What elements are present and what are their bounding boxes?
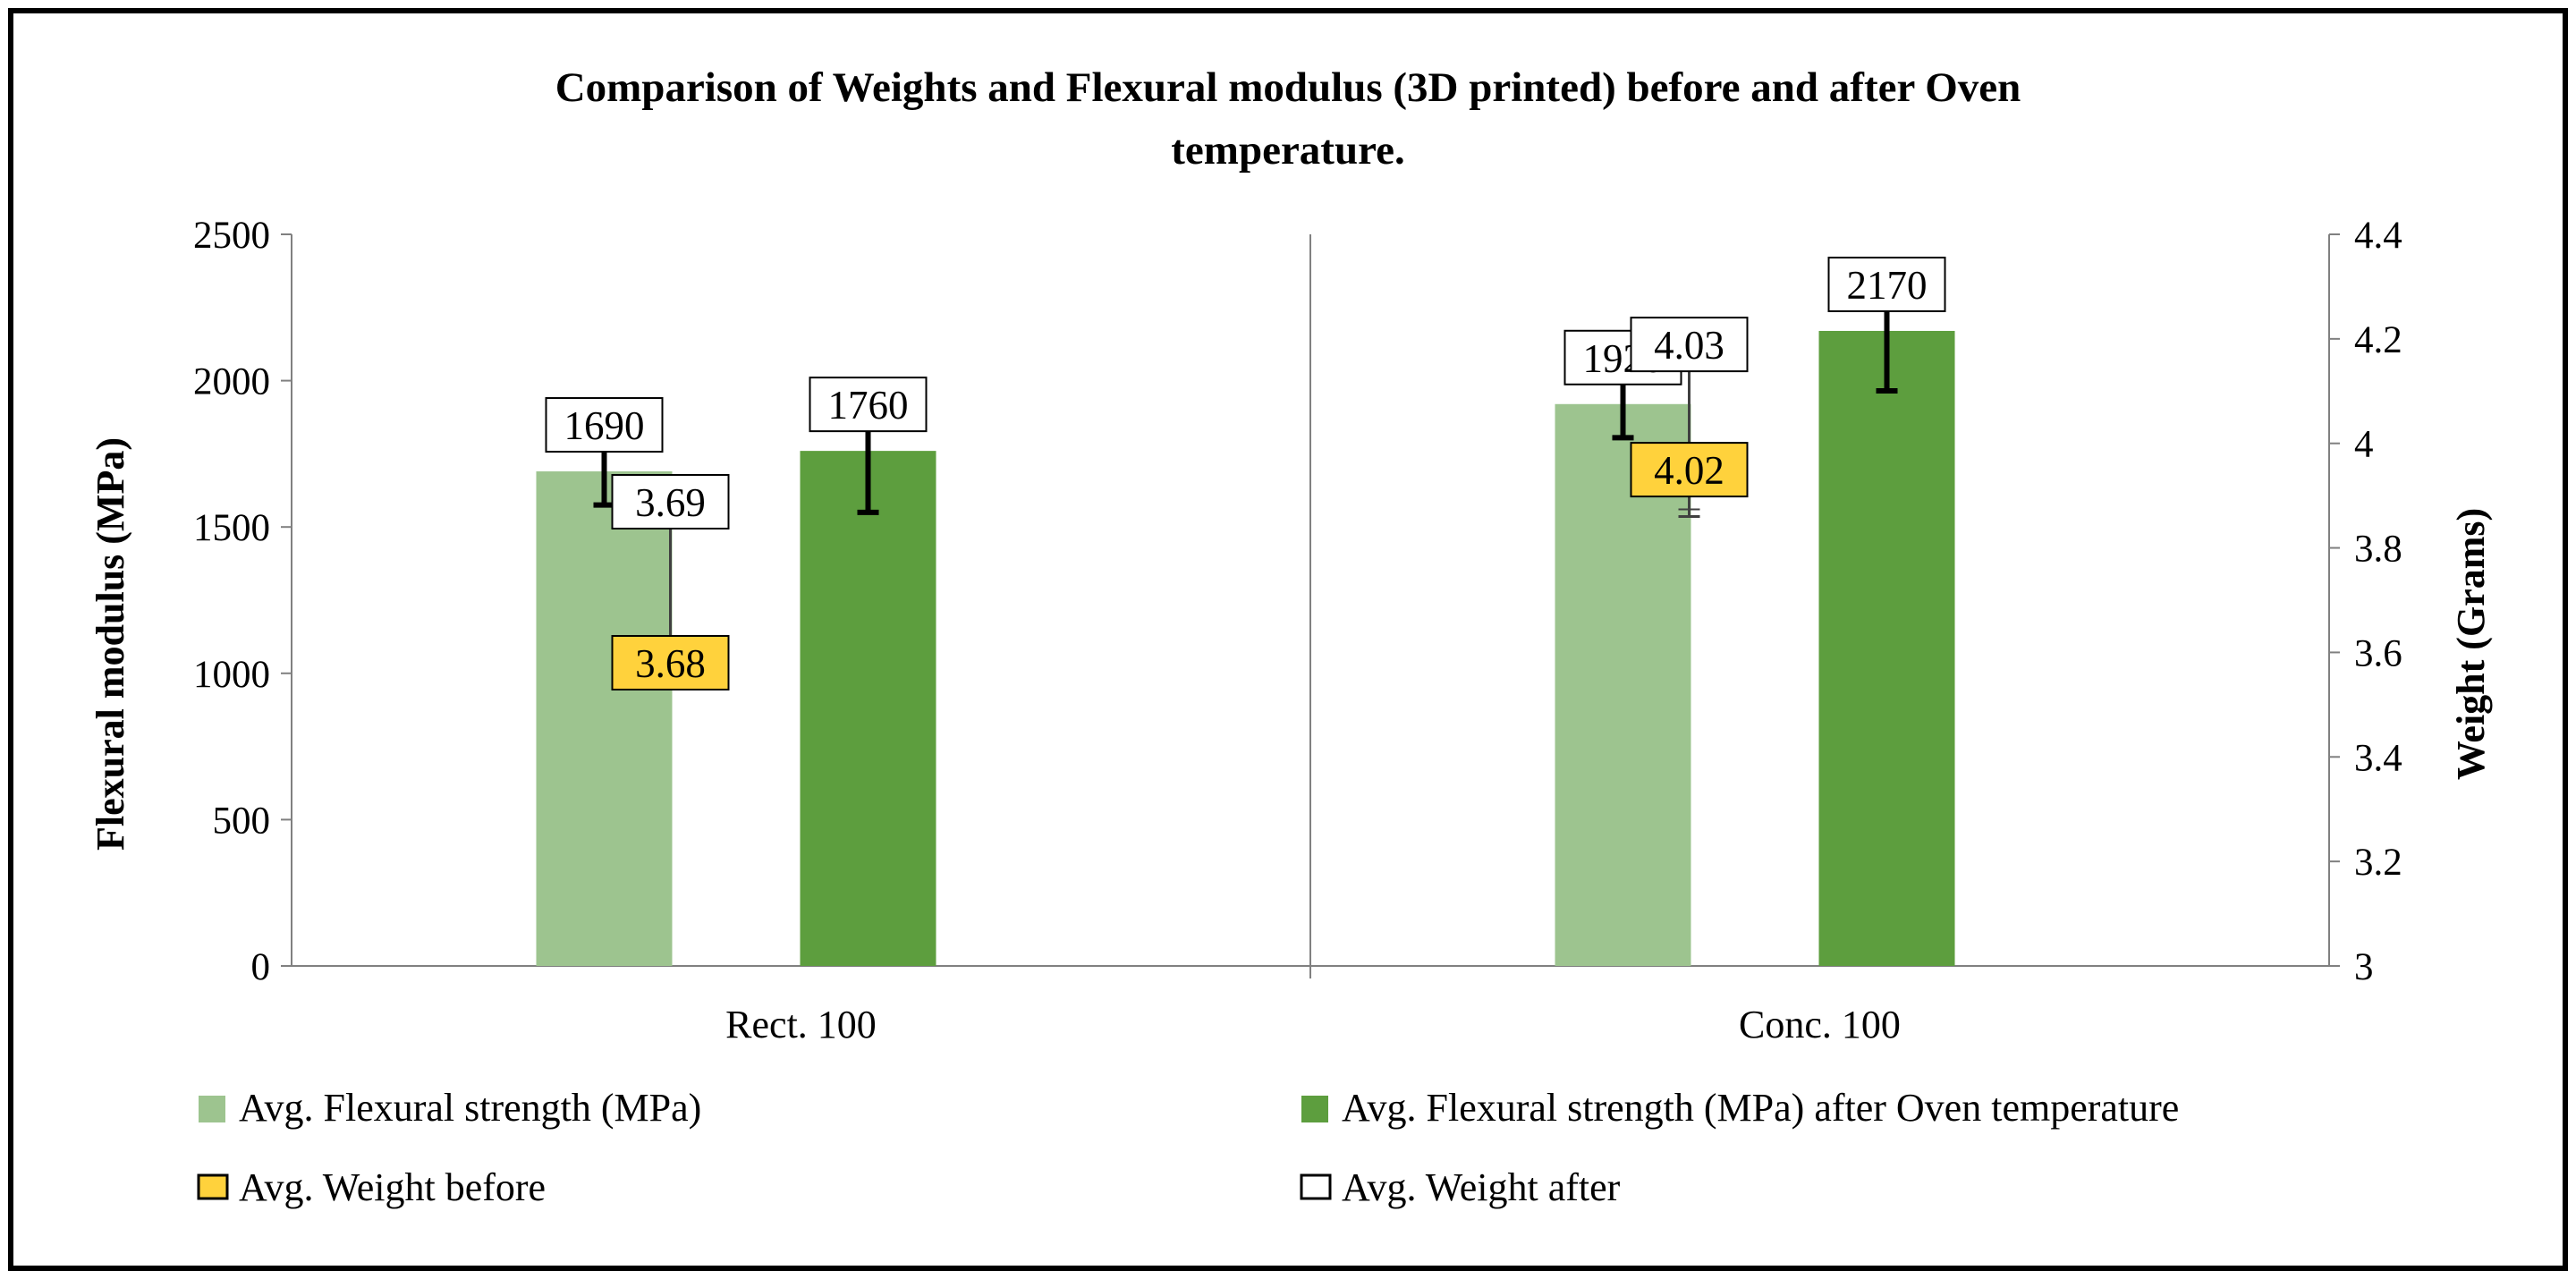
weight-before-label-box (611, 635, 730, 690)
weight-after-label: 3.69 (635, 480, 706, 525)
legend: Avg. Flexural strength (MPa) Avg. Flexura… (197, 1086, 2179, 1209)
bar-before-label-box (545, 397, 664, 453)
y2-tick-label: 3.4 (2354, 737, 2402, 779)
legend-label: Avg. Weight after (1342, 1165, 1621, 1209)
legend-swatch (197, 1173, 229, 1200)
legend-swatch (1301, 1096, 1328, 1122)
legend-swatch (1300, 1173, 1332, 1200)
bar-after-label-box (1827, 256, 1946, 312)
weight-after-label: 4.03 (1654, 323, 1724, 368)
y-tick-label: 2500 (193, 215, 270, 257)
y-tick-label: 2000 (193, 361, 270, 403)
y-tick-label: 1000 (193, 654, 270, 696)
y2-axis-title: Weight (Grams) (2449, 508, 2493, 780)
legend-swatch (199, 1096, 225, 1122)
x-category-label: Rect. 100 (725, 1003, 877, 1046)
y2-tick-label: 3.6 (2354, 632, 2402, 674)
bar-before-label: 1690 (564, 403, 645, 448)
weight-before-label: 4.02 (1654, 448, 1724, 493)
y-tick-label: 500 (213, 800, 271, 842)
bar-after-label-box (809, 377, 928, 433)
weight-before-label-box (1630, 442, 1749, 498)
legend-label: Avg. Flexural strength (MPa) after Oven … (1342, 1086, 2179, 1130)
x-category-label: Conc. 100 (1739, 1003, 1901, 1046)
weight-after-label-box (611, 474, 730, 529)
outer-frame (8, 8, 2568, 1271)
legend-label: Avg. Weight before (239, 1165, 546, 1209)
chart-title-line-2: temperature. (1171, 127, 1404, 174)
y2-tick-label: 4.4 (2354, 215, 2402, 257)
y2-tick-label: 3.8 (2354, 529, 2402, 571)
bar-before (536, 471, 673, 966)
y-tick-label: 0 (251, 946, 271, 988)
weight-before-label: 3.68 (635, 641, 706, 686)
bar-before (1555, 403, 1691, 966)
y2-tick-label: 3 (2354, 946, 2374, 988)
y2-tick-label: 3.2 (2354, 842, 2402, 884)
legend-label: Avg. Flexural strength (MPa) (239, 1086, 701, 1130)
y-tick-label: 1500 (193, 507, 270, 549)
chart-title-line-1: Comparison of Weights and Flexural modul… (555, 64, 2021, 111)
y-axis-title: Flexural modulus (MPa) (89, 437, 132, 851)
axes-layer: 0 500 1000 1500 2000 2500 3 3.2 3.4 3.6 3.8 4 4.2 4.4… (193, 215, 2402, 1046)
y2-tick-label: 4 (2354, 424, 2374, 466)
bar-after-label: 1760 (828, 383, 909, 428)
bars-layer (536, 330, 1955, 966)
bar-after (1818, 330, 1955, 966)
weight-after-label-box (1630, 317, 1749, 373)
bar-after (800, 451, 936, 966)
bar-after-label: 2170 (1847, 263, 1928, 308)
y2-tick-label: 4.2 (2354, 319, 2402, 361)
